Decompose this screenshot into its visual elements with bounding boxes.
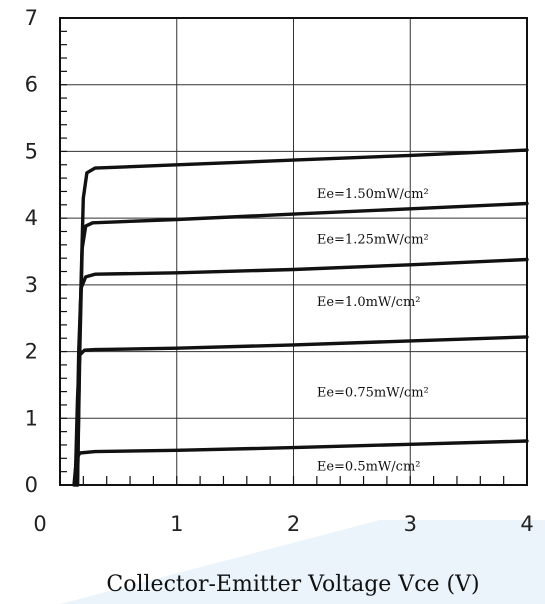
series-lines — [72, 148, 529, 487]
watermark — [60, 520, 545, 604]
y-tick-label: 0 — [25, 473, 38, 497]
y-tick-label: 1 — [25, 406, 38, 430]
y-tick-label: 2 — [25, 340, 38, 364]
series-line — [73, 335, 529, 487]
series-line — [74, 257, 529, 487]
y-tick-label: 3 — [25, 273, 38, 297]
x-tick-label: 4 — [520, 512, 533, 536]
y-tick-labels: 0 1 2 3 4 5 6 7 — [25, 6, 38, 497]
minor-ticks — [60, 30, 505, 485]
plot-frame — [59, 17, 528, 486]
y-tick-label: 7 — [25, 6, 38, 30]
x-tick-label: 0 — [33, 512, 46, 536]
x-tick-label: 3 — [404, 512, 417, 536]
x-tick-label: 1 — [170, 512, 183, 536]
series-label: Ee=0.5mW/cm² — [317, 459, 421, 474]
series-label: Ee=1.50mW/cm² — [317, 187, 429, 202]
series-line — [75, 148, 529, 487]
series-label: Ee=1.25mW/cm² — [317, 232, 429, 247]
y-tick-label: 6 — [25, 73, 38, 97]
series-line — [72, 439, 529, 487]
series-labels: Ee=1.50mW/cm² Ee=1.25mW/cm² Ee=1.0mW/cm² Ee… — [317, 187, 429, 474]
y-tick-label: 5 — [25, 139, 38, 163]
x-tick-label: 2 — [287, 512, 300, 536]
series-label: Ee=0.75mW/cm² — [317, 385, 429, 400]
y-tick-label: 4 — [25, 206, 38, 230]
grid — [60, 18, 527, 485]
x-axis-title: Collector-Emitter Voltage Vce (V) — [106, 572, 479, 597]
x-tick-labels: 0 1 2 3 4 — [33, 512, 533, 536]
series-label: Ee=1.0mW/cm² — [317, 295, 421, 310]
